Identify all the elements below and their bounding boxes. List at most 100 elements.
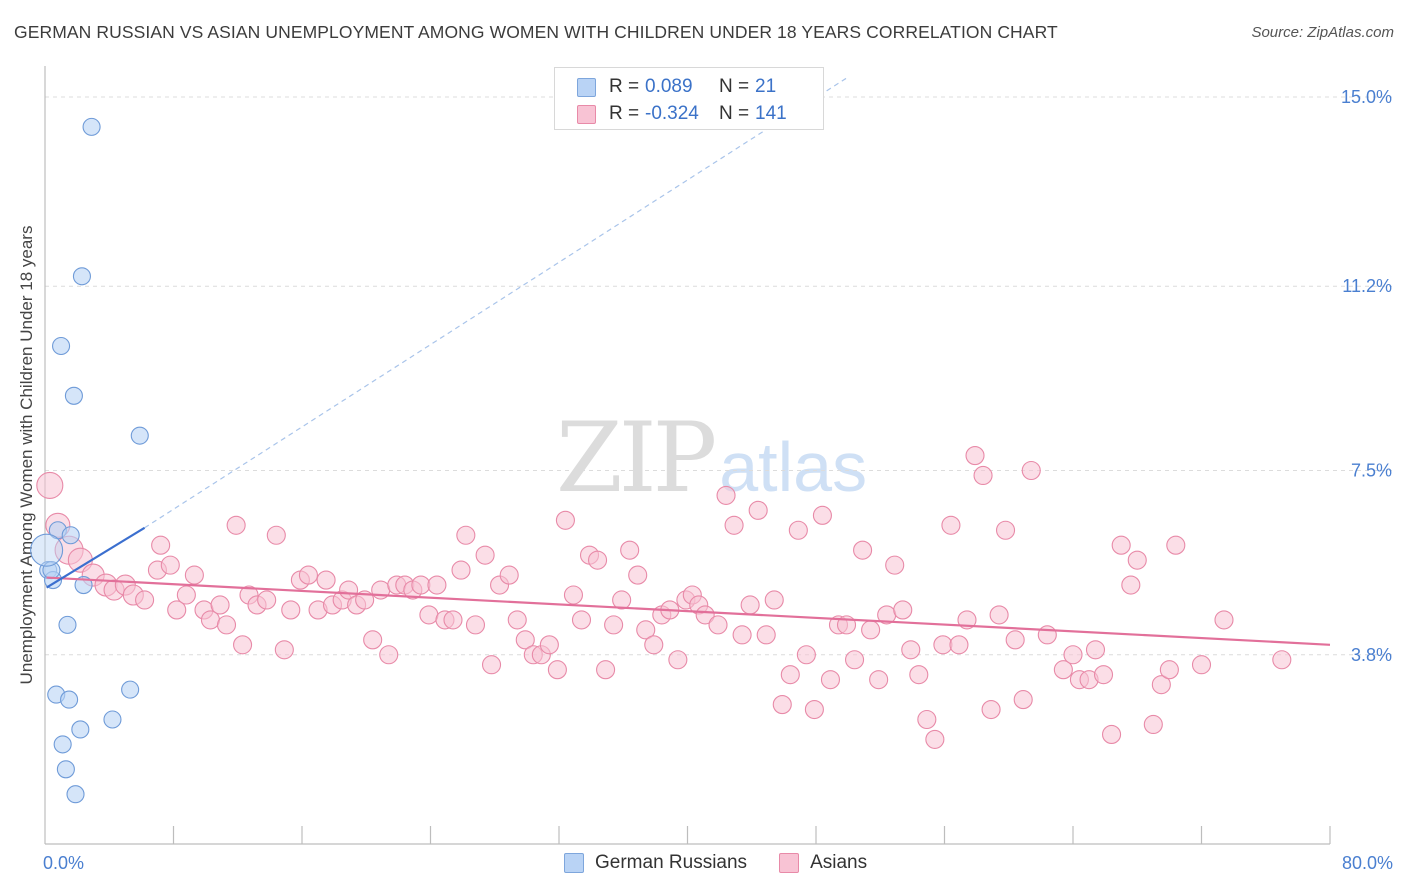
german-russian-point — [64, 386, 83, 405]
asian-point — [281, 600, 301, 620]
asian-point — [587, 550, 608, 570]
asian-point — [788, 520, 808, 540]
legend-n-label: N = — [719, 103, 750, 124]
asian-point — [917, 709, 937, 730]
asian-point — [820, 670, 841, 690]
german-russian-point — [72, 267, 91, 286]
asian-point — [708, 615, 728, 635]
asian-point — [555, 510, 575, 530]
asian-point — [716, 485, 736, 505]
asian-point — [732, 625, 752, 645]
asian-point — [499, 565, 519, 585]
asian-point — [869, 670, 889, 690]
asian-point — [724, 515, 744, 535]
german-russian-point — [121, 680, 140, 699]
asian-point — [957, 610, 977, 630]
asian-point — [1013, 690, 1033, 710]
legend-n-value: 21 — [755, 76, 777, 97]
asian-point — [772, 695, 792, 715]
asian-point — [620, 540, 640, 560]
asian-point — [612, 590, 632, 610]
asian-point — [151, 535, 171, 555]
legend-r-label: R = — [609, 76, 640, 97]
asian-point — [756, 625, 776, 645]
asian-point — [571, 610, 592, 630]
asian-point — [1063, 645, 1083, 665]
y-tick-label: 15.0% — [1341, 87, 1392, 107]
asian-point — [1191, 655, 1212, 675]
asian-point — [1085, 640, 1106, 660]
asian-point — [780, 665, 800, 685]
asian-point — [995, 520, 1016, 540]
asian-point — [1121, 575, 1141, 595]
asian-point — [456, 525, 476, 545]
bottom-legend-swatch-german-russians — [564, 853, 584, 873]
asian-point — [1037, 625, 1057, 645]
asian-point — [475, 545, 495, 565]
german-russian-point — [30, 533, 64, 567]
y-tick-label: 11.2% — [1342, 276, 1392, 296]
asian-point — [1005, 630, 1025, 650]
asian-point — [596, 660, 616, 680]
source-label: Source: ZipAtlas.com — [1251, 24, 1394, 41]
asian-point — [764, 590, 784, 610]
legend-n-value: 141 — [755, 103, 787, 124]
asian-point — [1111, 535, 1131, 555]
asian-point — [628, 565, 648, 585]
asian-point — [216, 615, 237, 635]
bottom-legend: German Russians Asians — [564, 852, 899, 874]
asian-point — [636, 620, 656, 640]
german-russian-trend-line — [46, 526, 146, 589]
german-russian-point — [61, 526, 80, 545]
asian-point — [695, 605, 715, 625]
y-tick-label: 3.8% — [1351, 645, 1392, 665]
asian-point — [36, 471, 64, 499]
legend-row-german-russians: R = 0.089 N = 21 — [577, 74, 776, 100]
asian-point — [949, 635, 969, 655]
german-russian-point — [53, 735, 72, 754]
asian-point — [411, 575, 431, 595]
asian-point — [885, 555, 905, 575]
asian-point — [1143, 714, 1163, 735]
asian-point — [481, 655, 502, 675]
asian-point — [989, 605, 1009, 625]
german-russian-point — [60, 690, 79, 709]
asian-point — [1127, 550, 1147, 570]
legend-n-label: N = — [719, 76, 750, 97]
asian-point — [419, 605, 439, 625]
y-tick-label: 7.5% — [1351, 461, 1392, 481]
bottom-legend-label-asians: Asians — [810, 852, 868, 873]
asian-point — [257, 590, 277, 610]
asian-point — [796, 645, 816, 665]
asian-point — [451, 560, 471, 580]
asian-point — [226, 515, 246, 535]
bottom-legend-german-russians: German Russians — [564, 852, 747, 874]
asian-point — [465, 615, 486, 635]
asian-point — [1021, 460, 1041, 481]
asian-point — [1272, 650, 1292, 670]
asian-point — [901, 640, 921, 660]
asian-point — [925, 729, 945, 749]
asian-point — [804, 699, 824, 720]
asian-point — [909, 665, 929, 685]
german-russian-point — [82, 117, 101, 136]
asian-point — [379, 645, 399, 665]
asian-point — [363, 630, 383, 650]
legend-r-label: R = — [609, 103, 640, 124]
german-russian-point — [52, 336, 71, 356]
legend-row-asians: R = -0.324 N = 141 — [577, 101, 787, 127]
asian-point — [563, 585, 584, 605]
asian-point — [210, 595, 230, 615]
asian-point — [644, 635, 664, 655]
asian-point — [668, 650, 688, 670]
asian-point — [893, 600, 913, 620]
chart-title: GERMAN RUSSIAN VS ASIAN UNEMPLOYMENT AMO… — [14, 22, 1058, 42]
legend: R = 0.089 N = 21 R = -0.324 N = 141 — [554, 67, 824, 130]
legend-r-value: 0.089 — [645, 76, 693, 97]
asian-point — [1151, 675, 1171, 695]
asian-point — [965, 446, 985, 466]
asian-point — [981, 699, 1001, 720]
asian-point — [748, 500, 768, 520]
german-russian-point — [56, 760, 75, 779]
